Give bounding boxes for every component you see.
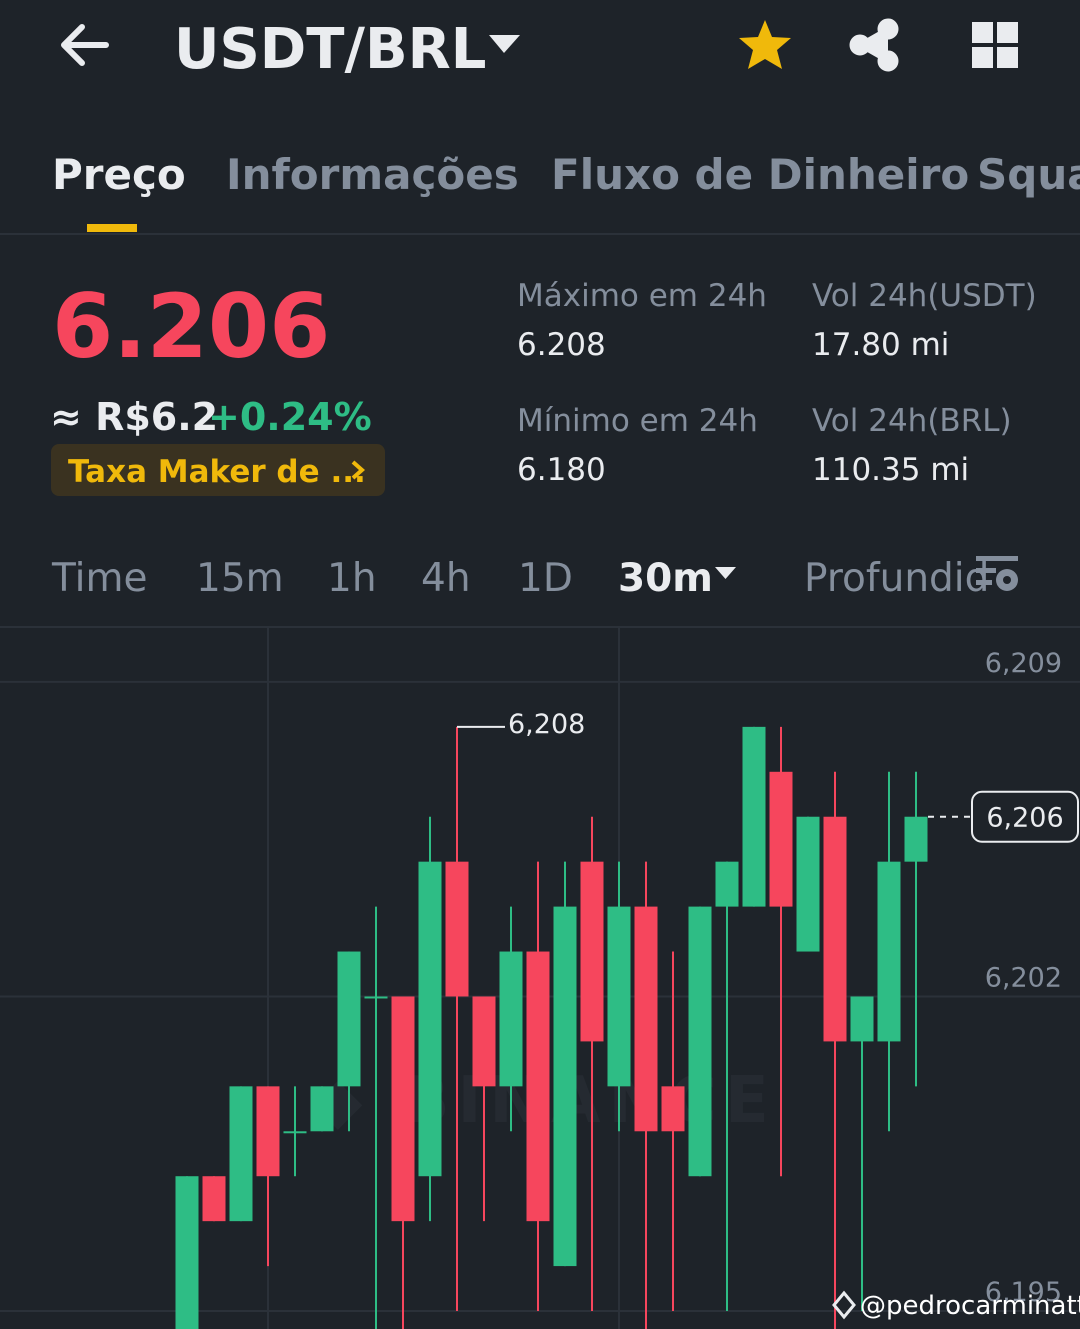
candle-body bbox=[769, 771, 793, 907]
favorite-star[interactable] bbox=[739, 20, 791, 69]
last-price: 6.206 bbox=[52, 275, 330, 378]
candle-body bbox=[472, 996, 496, 1087]
candle-body bbox=[283, 1131, 307, 1134]
interval[interactable]: 4h bbox=[421, 556, 471, 601]
chart-settings[interactable] bbox=[976, 556, 1018, 591]
candle-chart: ◆ BINANCE 6,208 bbox=[0, 628, 1080, 1329]
back-button[interactable] bbox=[61, 24, 109, 66]
candle-body bbox=[634, 906, 658, 1132]
stat-label: Máximo em 24h bbox=[517, 278, 767, 314]
pair-dropdown[interactable] bbox=[489, 35, 520, 53]
tab[interactable]: Fluxo de Dinheiro bbox=[551, 150, 969, 199]
stat-value: 17.80 mi bbox=[812, 327, 949, 363]
last-price-box bbox=[971, 790, 1079, 843]
stat-label: Vol 24h(BRL) bbox=[812, 403, 1012, 439]
interval[interactable]: 30m bbox=[618, 556, 713, 601]
divider bbox=[0, 233, 1080, 235]
candle-body bbox=[391, 996, 415, 1222]
share-button[interactable] bbox=[849, 18, 899, 72]
layout-button[interactable] bbox=[972, 22, 1018, 68]
pair-title[interactable]: USDT/BRL bbox=[174, 17, 486, 82]
candle-body bbox=[877, 861, 901, 1042]
candle-body bbox=[202, 1176, 226, 1222]
candle-body bbox=[796, 816, 820, 952]
chevron bbox=[351, 460, 366, 480]
tab-indicator bbox=[87, 224, 137, 232]
candle-body bbox=[904, 816, 928, 862]
tab[interactable]: Squa bbox=[977, 150, 1080, 199]
y-tick-label: 6,195 bbox=[985, 1277, 1062, 1308]
maker-fee[interactable]: Taxa Maker de ... bbox=[68, 454, 366, 490]
maker-fee-badge[interactable] bbox=[51, 444, 385, 496]
candle-body bbox=[175, 1176, 199, 1329]
candle-body bbox=[229, 1086, 253, 1222]
stat-value: 110.35 mi bbox=[812, 452, 969, 488]
candle-body bbox=[607, 906, 631, 1087]
candle-body bbox=[256, 1086, 280, 1177]
interval[interactable]: 1h bbox=[327, 556, 377, 601]
stat-label: Mínimo em 24h bbox=[517, 403, 758, 439]
interval-dropdown[interactable] bbox=[715, 567, 736, 579]
tab[interactable]: Preço bbox=[52, 150, 186, 199]
interval[interactable]: Time bbox=[51, 556, 147, 601]
fiat-price: ≈ R$6.2 bbox=[50, 395, 218, 439]
candle-body bbox=[688, 906, 712, 1177]
candle-body bbox=[445, 861, 469, 997]
stat-value: 6.180 bbox=[517, 452, 606, 488]
candle-body bbox=[742, 726, 766, 907]
candle-body bbox=[715, 861, 739, 907]
candle-body bbox=[580, 861, 604, 1042]
watermark-text: @pedrocarminatti bbox=[860, 1291, 1080, 1321]
interval[interactable]: Profundid bbox=[804, 556, 989, 601]
candle-body bbox=[661, 1086, 685, 1132]
interval[interactable]: 15m bbox=[196, 556, 284, 601]
y-tick-label: 6,202 bbox=[985, 962, 1062, 993]
stat-label: Vol 24h(USDT) bbox=[812, 278, 1037, 314]
candle-body bbox=[499, 951, 523, 1087]
price-change: +0.24% bbox=[208, 395, 372, 439]
candle-body bbox=[823, 816, 847, 1042]
interval[interactable]: 1D bbox=[518, 556, 573, 601]
stat-value: 6.208 bbox=[517, 327, 606, 363]
candle-body bbox=[850, 996, 874, 1042]
candle-body bbox=[310, 1086, 334, 1132]
watermark: @pedrocarminatti bbox=[832, 1290, 1080, 1321]
high-marker-label: 6,208 bbox=[508, 709, 585, 740]
y-tick-label: 6,209 bbox=[985, 648, 1062, 679]
candle-body bbox=[364, 996, 388, 999]
tab[interactable]: Informações bbox=[226, 150, 519, 199]
candle-body bbox=[526, 951, 550, 1222]
candle-body bbox=[553, 906, 577, 1267]
last-price-label: 6,206 bbox=[986, 803, 1063, 834]
candle-body bbox=[337, 951, 361, 1087]
candle-body bbox=[418, 861, 442, 1177]
divider bbox=[0, 626, 1080, 628]
